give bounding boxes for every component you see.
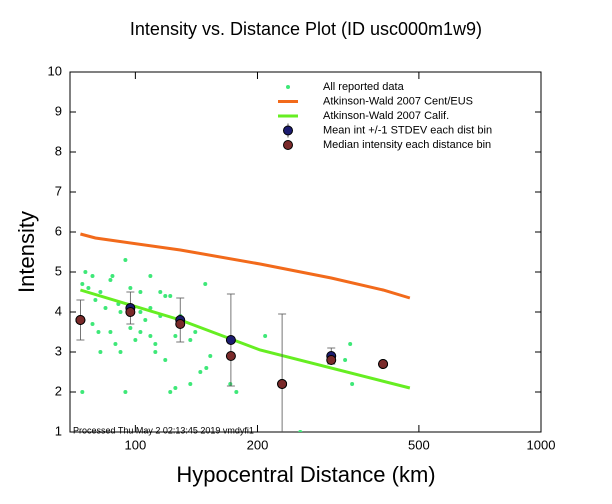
data-point — [188, 338, 193, 342]
median-point — [378, 359, 389, 369]
y-tick-label: 6 — [55, 223, 62, 238]
data-point — [203, 282, 208, 286]
mean-point — [225, 335, 236, 345]
data-point — [198, 370, 203, 374]
plot-frame — [69, 71, 542, 433]
data-point — [138, 290, 143, 294]
data-point — [80, 390, 85, 394]
data-point — [93, 298, 98, 302]
y-tick-label: 3 — [55, 343, 62, 358]
legend-label: Atkinson-Wald 2007 Cent/EUS — [323, 95, 473, 107]
data-point — [108, 330, 113, 334]
data-point — [148, 306, 153, 310]
data-point — [350, 382, 355, 386]
plot-area — [75, 232, 411, 432]
data-point — [128, 286, 133, 290]
data-point — [153, 342, 158, 346]
footer: Processed Thu May 2 02:13:45 2019 vmdyfi… — [73, 425, 254, 435]
data-point — [188, 382, 193, 386]
data-point — [90, 274, 95, 278]
data-point — [128, 326, 133, 330]
data-point — [173, 334, 178, 338]
data-point — [153, 350, 158, 354]
data-point — [110, 274, 115, 278]
x-tick-label: 200 — [247, 437, 269, 452]
legend-symbol — [283, 140, 293, 150]
y-tick-label: 1 — [55, 423, 62, 438]
legend-symbol — [286, 85, 290, 89]
data-point — [163, 358, 168, 362]
data-point — [113, 342, 118, 346]
data-point — [208, 354, 213, 358]
data-point — [168, 390, 173, 394]
data-point — [343, 358, 348, 362]
data-point — [298, 430, 303, 432]
median-point — [277, 379, 288, 389]
data-point — [90, 322, 95, 326]
data-point — [83, 270, 88, 274]
median-point — [175, 319, 186, 329]
data-point — [123, 258, 128, 262]
x-tick-label: 500 — [408, 437, 430, 452]
data-point — [168, 294, 173, 298]
data-point — [96, 330, 101, 334]
chart-title: Intensity vs. Distance Plot (ID usc000m1… — [130, 19, 482, 39]
data-point — [158, 290, 163, 294]
data-point — [263, 334, 268, 338]
data-point — [163, 294, 168, 298]
x-tick-label: 100 — [125, 437, 147, 452]
y-axis-label: Intensity — [14, 211, 39, 293]
legend-symbol — [283, 125, 293, 136]
y-tick-label: 4 — [55, 303, 62, 318]
median-point — [225, 351, 236, 361]
data-point — [123, 390, 128, 394]
data-point — [148, 274, 153, 278]
y-tick-label: 9 — [55, 103, 62, 118]
data-point — [234, 390, 239, 394]
y-tick-label: 2 — [55, 383, 62, 398]
data-point — [138, 310, 143, 314]
data-point — [228, 382, 233, 386]
data-point — [103, 306, 108, 310]
data-point — [98, 290, 103, 294]
y-tick-label: 10 — [48, 63, 62, 78]
data-point — [98, 350, 103, 354]
data-point — [204, 366, 209, 370]
legend-label: Mean int +/-1 STDEV each dist bin — [323, 124, 492, 136]
median-point — [326, 355, 337, 365]
median-point — [125, 307, 136, 317]
data-point — [148, 334, 153, 338]
x-axis-label: Hypocentral Distance (km) — [176, 462, 435, 487]
data-point — [348, 342, 353, 346]
data-point — [80, 282, 85, 286]
legend-label: All reported data — [323, 81, 405, 93]
data-point — [108, 278, 113, 282]
data-point — [193, 330, 198, 334]
data-point — [118, 350, 123, 354]
y-tick-label: 7 — [55, 183, 62, 198]
data-point — [173, 386, 178, 390]
x-tick-label: 1000 — [527, 437, 556, 452]
curve — [80, 232, 411, 300]
y-tick-label: 5 — [55, 263, 62, 278]
y-tick-label: 8 — [55, 143, 62, 158]
data-point — [138, 330, 143, 334]
legend-label: Atkinson-Wald 2007 Calif. — [323, 110, 449, 122]
data-point — [118, 310, 123, 314]
data-point — [86, 286, 91, 290]
legend-label: Median intensity each distance bin — [323, 139, 491, 151]
data-point — [143, 318, 148, 322]
data-point — [133, 338, 138, 342]
median-point — [75, 315, 86, 325]
